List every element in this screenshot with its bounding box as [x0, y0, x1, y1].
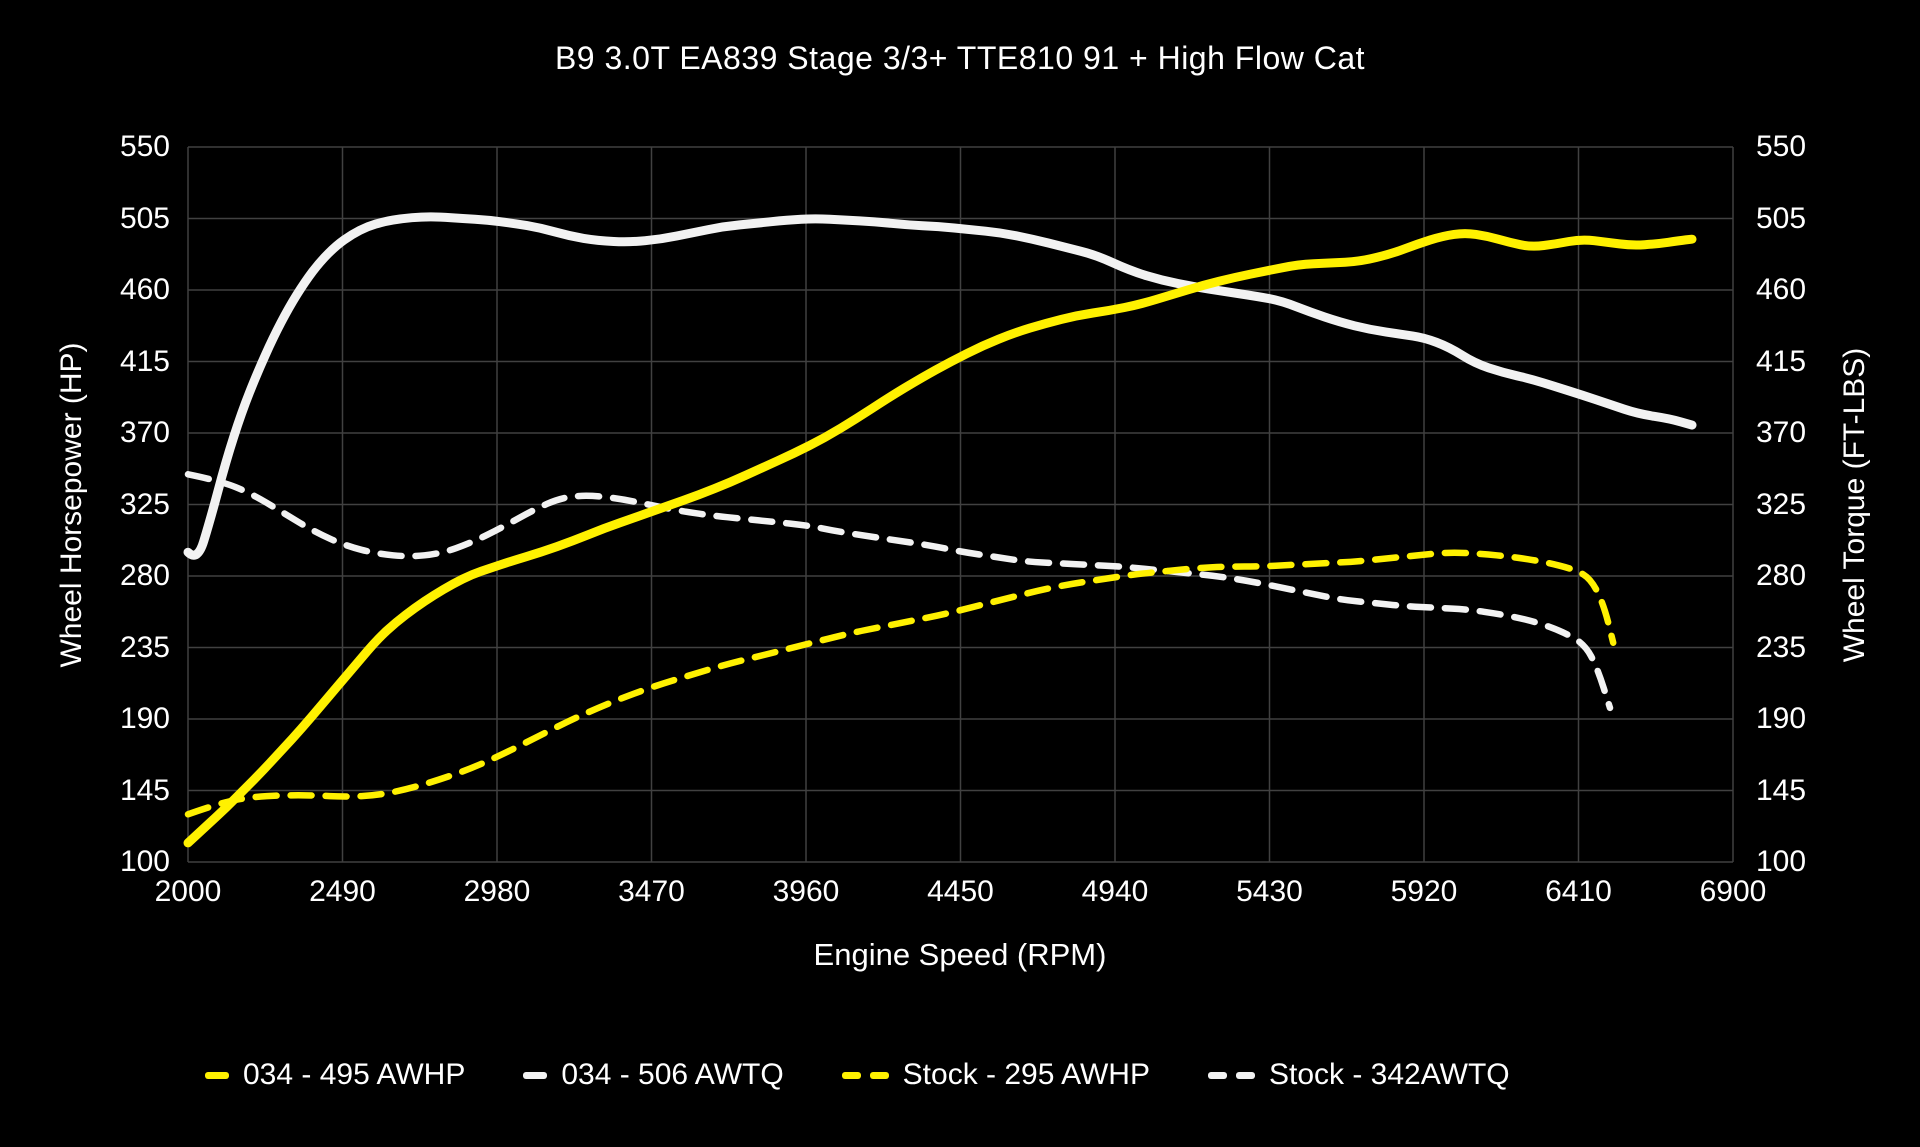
y-tick-right-145: 145 [1756, 773, 1807, 807]
x-tick-2000: 2000 [154, 875, 222, 908]
legend-double-dash-icon [1207, 1071, 1255, 1079]
y-tick-right-235: 235 [1756, 630, 1807, 664]
series-line-034-506-awtq [183, 212, 1697, 560]
y-tick-right-415: 415 [1756, 344, 1807, 378]
y-tick-left-370: 370 [119, 416, 170, 449]
chart-title: B9 3.0T EA839 Stage 3/3+ TTE810 91 + Hig… [554, 40, 1366, 76]
y-tick-right-190: 190 [1756, 702, 1807, 735]
legend-item-034-506-awtq: 034 - 506 AWTQ [523, 1058, 784, 1092]
x-tick-6410: 6410 [1545, 875, 1612, 908]
x-tick-2980: 2980 [463, 875, 531, 908]
y-tick-left-100: 100 [119, 845, 170, 878]
y-tick-right-280: 280 [1756, 559, 1807, 592]
y-tick-left-280: 280 [119, 559, 170, 592]
x-tick-3960: 3960 [772, 875, 840, 908]
series-line-stock-342awtq [184, 471, 1614, 712]
x-tick-4450: 4450 [927, 875, 994, 908]
legend-label: Stock - 342AWTQ [1268, 1058, 1510, 1091]
y-tick-right-370: 370 [1756, 416, 1807, 449]
y-tick-right-505: 505 [1756, 201, 1807, 235]
x-tick-5430: 5430 [1236, 875, 1303, 908]
x-axis-label: Engine Speed (RPM) [813, 937, 1107, 972]
y-tick-left-505: 505 [119, 201, 170, 235]
legend-item-034-495-awhp: 034 - 495 AWHP [205, 1058, 465, 1092]
y-axis-label-left: Wheel Horsepower (HP) [55, 342, 88, 668]
plot-area [183, 146, 1734, 863]
x-tick-5920: 5920 [1390, 875, 1458, 908]
legend-label: Stock - 295 AWHP [902, 1058, 1150, 1091]
y-tick-left-235: 235 [119, 630, 170, 664]
legend-label: 034 - 495 AWHP [243, 1058, 466, 1091]
y-tick-right-460: 460 [1756, 273, 1807, 306]
x-tick-2490: 2490 [309, 875, 376, 908]
legend-item-stock-295-awhp: Stock - 295 AWHP [841, 1058, 1150, 1092]
y-axis-label-right: Wheel Torque (FT-LBS) [1838, 347, 1871, 663]
x-tick-4940: 4940 [1081, 875, 1149, 908]
legend-label: 034 - 506 AWTQ [561, 1058, 784, 1091]
y-tick-left-460: 460 [119, 273, 170, 306]
legend-dash-icon [205, 1071, 229, 1079]
x-tick-3470: 3470 [618, 875, 685, 908]
series-line-stock-295-awhp [184, 549, 1617, 818]
y-tick-right-325: 325 [1756, 487, 1807, 521]
y-tick-left-415: 415 [119, 344, 170, 378]
series-line-034-495-awhp [183, 229, 1697, 848]
y-tick-right-100: 100 [1756, 845, 1807, 878]
y-tick-right-550: 550 [1756, 130, 1807, 163]
legend-double-dash-icon [841, 1071, 889, 1079]
x-tick-6900: 6900 [1699, 875, 1767, 908]
y-tick-left-550: 550 [119, 130, 170, 163]
y-tick-left-190: 190 [119, 702, 170, 735]
legend-item-stock-342awtq: Stock - 342AWTQ [1207, 1058, 1510, 1092]
legend: 034 - 495 AWHP 034 - 506 AWTQ Stock - 295 … [0, 1045, 1920, 1105]
legend-dash-icon [523, 1071, 548, 1079]
y-tick-left-325: 325 [119, 487, 170, 521]
y-tick-left-145: 145 [119, 773, 170, 807]
plot-canvas [183, 146, 1734, 863]
